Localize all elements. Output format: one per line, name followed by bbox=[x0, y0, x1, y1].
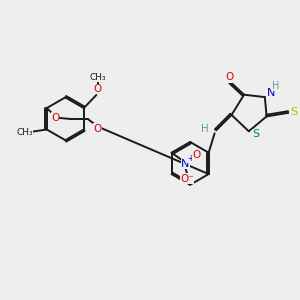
Text: S: S bbox=[290, 107, 298, 117]
Text: O: O bbox=[192, 150, 201, 160]
Text: CH₃: CH₃ bbox=[89, 73, 106, 82]
Text: +: + bbox=[188, 154, 194, 164]
Text: O: O bbox=[225, 73, 233, 82]
Text: O: O bbox=[51, 112, 59, 123]
Text: H: H bbox=[272, 81, 280, 91]
Text: O: O bbox=[94, 124, 102, 134]
Text: S: S bbox=[252, 129, 259, 139]
Text: H: H bbox=[201, 124, 209, 134]
Text: O⁻: O⁻ bbox=[180, 173, 194, 184]
Text: CH₃: CH₃ bbox=[16, 128, 33, 137]
Text: N: N bbox=[181, 159, 190, 169]
Text: O: O bbox=[94, 84, 102, 94]
Text: N: N bbox=[267, 88, 276, 98]
